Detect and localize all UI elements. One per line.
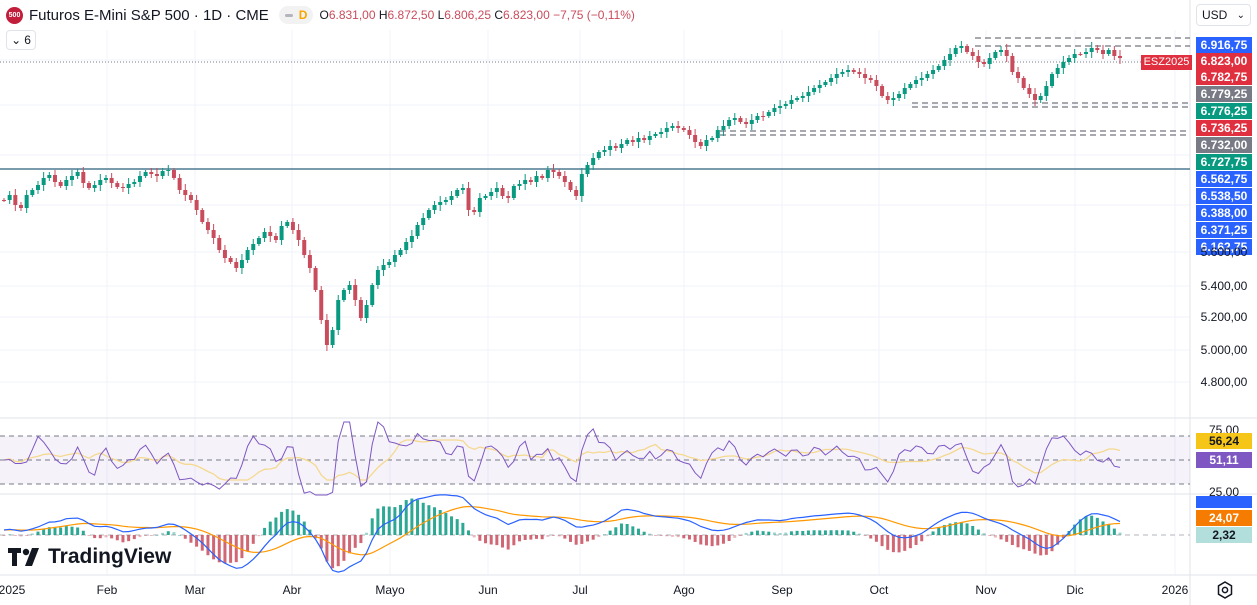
chevron-down-icon: ⌄ [11, 33, 22, 47]
close-value: 6.823,00 [503, 8, 550, 22]
price-tag: 6.736,25 [1196, 120, 1252, 136]
settings-gear-icon[interactable] [1216, 581, 1234, 599]
symbol-legend: 500 Futuros E-Mini S&P 500 · 1D · CME D … [6, 5, 635, 25]
indicators-count: 6 [24, 33, 31, 47]
tradingview-icon [8, 548, 39, 566]
open-value: 6.831,00 [328, 8, 376, 22]
price-axis-label: 5.200,00 [1200, 310, 1248, 324]
price-tag: 6.727,75 [1196, 154, 1252, 170]
time-axis-label: 2026 [1161, 583, 1189, 597]
symbol-badge: ESZ2025 [1141, 55, 1192, 70]
price-tag: 6.162,75 [1196, 239, 1252, 255]
rsi-axis-label: 25,00 [1208, 485, 1240, 499]
time-axis-label: Jul [572, 583, 588, 597]
time-axis-label: Jun [478, 583, 498, 597]
price-tag: 6.371,25 [1196, 222, 1252, 238]
change-value: −7,75 (−0,11%) [553, 8, 635, 22]
price-tag: 6.538,50 [1196, 188, 1252, 204]
price-axis-label: 5.400,00 [1200, 279, 1248, 293]
macd-value-tag [1196, 496, 1252, 508]
currency-select[interactable]: USD ⌄ [1196, 4, 1251, 26]
time-axis-label: Nov [975, 583, 997, 597]
close-label: C [494, 8, 504, 22]
high-value: 6.872,50 [387, 8, 435, 22]
time-axis-label: Abr [282, 583, 302, 597]
indicators-collapse-toggle[interactable]: ⌄ 6 [6, 30, 36, 50]
price-tag: 6.732,00 [1196, 137, 1252, 153]
currency-value: USD [1202, 8, 1228, 22]
time-axis-label: Mayo [375, 583, 405, 597]
chevron-down-icon: ⌄ [1236, 9, 1245, 21]
ohlc-values: O6.831,00 H6.872,50 L6.806,25 C6.823,00 … [319, 8, 634, 22]
tradingview-logo[interactable]: TradingView [8, 545, 171, 569]
delayed-data-badge: D [298, 8, 308, 22]
time-axis-label: Ago [673, 583, 695, 597]
price-tag: 6.388,00 [1196, 205, 1252, 221]
indicator-value-tag: 56,24 [1196, 433, 1252, 449]
market-closed-icon [284, 13, 293, 17]
time-axis-label: Dic [1066, 583, 1084, 597]
time-axis-label: Mar [184, 583, 206, 597]
price-tag: 6.823,00 [1196, 53, 1252, 69]
price-tag: 6.779,25 [1196, 86, 1252, 102]
price-tag: 6.782,75 [1196, 69, 1252, 85]
symbol-logo-icon[interactable]: 500 [6, 6, 23, 24]
time-axis-label: Oct [869, 583, 889, 597]
symbol-title[interactable]: Futuros E-Mini S&P 500 · 1D · CME [29, 6, 269, 24]
indicator-value-tag: 24,07 [1196, 510, 1252, 526]
brand-name: TradingView [48, 545, 172, 568]
price-axis-label: 5.600,00 [1200, 245, 1248, 259]
open-label: O [319, 8, 329, 22]
indicator-value-tag: 51,11 [1196, 452, 1252, 468]
low-value: 6.806,25 [444, 8, 492, 22]
price-tag: 6.916,75 [1196, 37, 1252, 53]
low-label: L [437, 8, 445, 22]
price-tag: 6.562,75 [1196, 171, 1252, 187]
high-label: H [378, 8, 388, 22]
price-axis-label: 5.000,00 [1200, 343, 1248, 357]
time-axis-label: 2025 [0, 583, 26, 597]
price-tag: 6.776,25 [1196, 103, 1252, 119]
time-axis-label: Feb [96, 583, 118, 597]
market-status-pill[interactable]: D [278, 6, 314, 24]
price-axis-label: 4.800,00 [1200, 375, 1248, 389]
indicator-value-tag: 2,32 [1196, 527, 1252, 543]
time-axis-label: Sep [771, 583, 793, 597]
